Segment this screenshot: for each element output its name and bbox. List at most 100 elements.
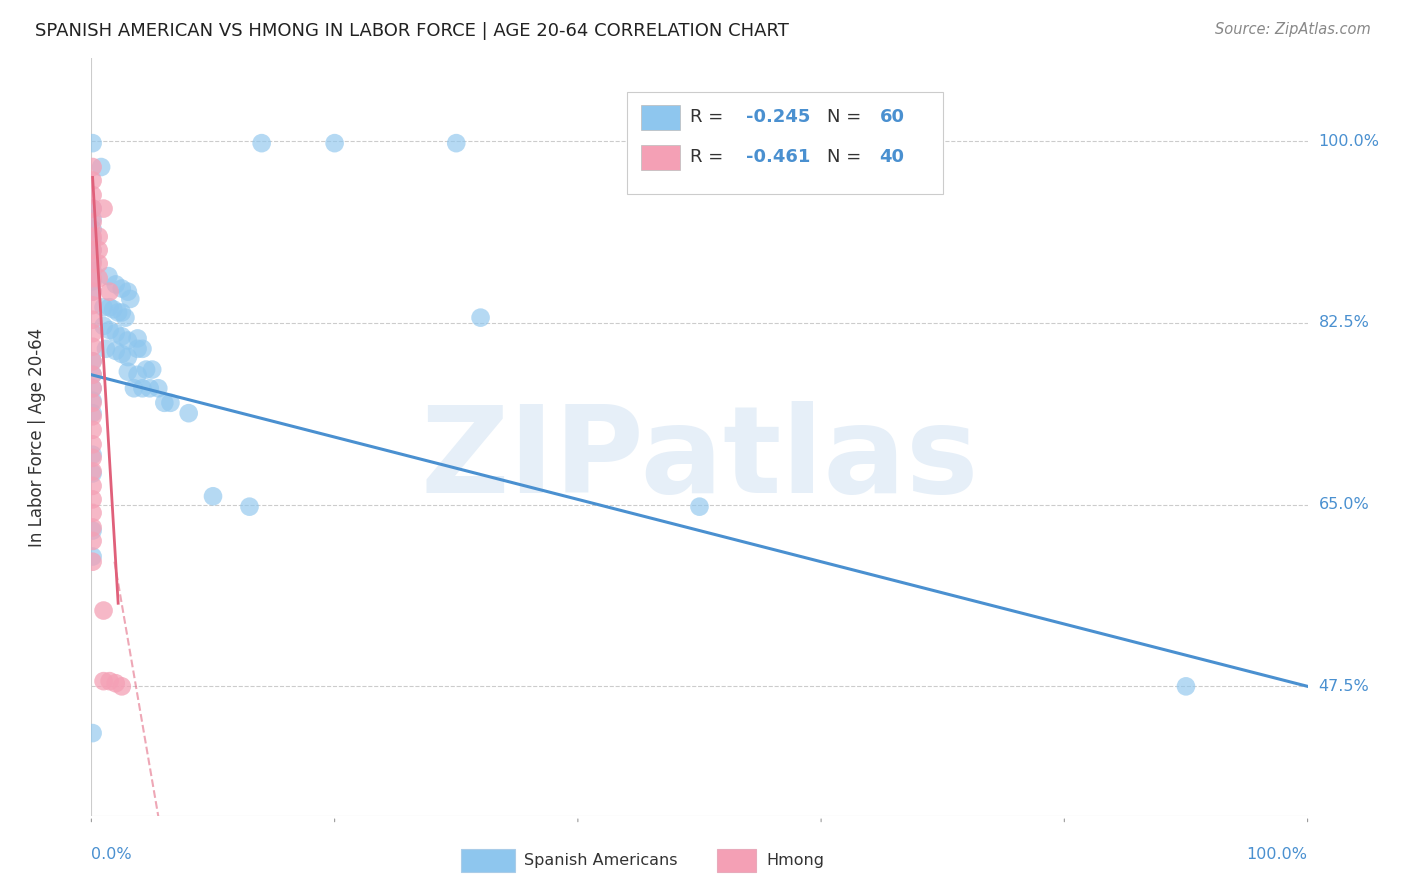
Point — [111, 305, 134, 319]
Point — [82, 173, 104, 187]
Text: In Labor Force | Age 20-64: In Labor Force | Age 20-64 — [28, 327, 45, 547]
Point — [98, 285, 121, 299]
Point — [104, 343, 127, 358]
Point — [111, 329, 134, 343]
Text: 100.0%: 100.0% — [1247, 847, 1308, 862]
Point — [82, 202, 104, 216]
Point — [107, 305, 129, 319]
Point — [82, 393, 104, 408]
Point — [82, 368, 104, 382]
Text: 65.0%: 65.0% — [1319, 497, 1369, 512]
Point — [104, 277, 127, 292]
Text: 100.0%: 100.0% — [1319, 134, 1379, 149]
Point — [159, 396, 181, 410]
Point — [82, 549, 104, 564]
Point — [127, 331, 149, 345]
Point — [82, 354, 104, 368]
Point — [139, 381, 162, 395]
Point — [141, 362, 163, 376]
Point — [470, 310, 492, 325]
Text: 60: 60 — [880, 108, 904, 126]
Point — [82, 253, 104, 268]
Text: 40: 40 — [880, 148, 904, 166]
Point — [98, 323, 121, 337]
Point — [93, 202, 115, 216]
Point — [117, 365, 139, 379]
Point — [202, 489, 225, 503]
Point — [111, 281, 134, 295]
Point — [1175, 679, 1198, 693]
Point — [117, 334, 139, 348]
Point — [82, 229, 104, 244]
Point — [82, 520, 104, 534]
Point — [238, 500, 260, 514]
Point — [148, 381, 170, 395]
Point — [90, 160, 112, 174]
Point — [82, 506, 104, 520]
Point — [82, 450, 104, 465]
Point — [82, 533, 104, 548]
Point — [98, 674, 121, 689]
Point — [94, 342, 117, 356]
Point — [82, 396, 104, 410]
Point — [82, 368, 104, 382]
Point — [111, 679, 134, 693]
Point — [177, 406, 200, 420]
Point — [82, 726, 104, 740]
Point — [688, 500, 710, 514]
Point — [82, 492, 104, 507]
Text: 47.5%: 47.5% — [1319, 679, 1369, 694]
Text: 0.0%: 0.0% — [91, 847, 132, 862]
Point — [122, 381, 145, 395]
Point — [82, 437, 104, 451]
Point — [131, 381, 153, 395]
Text: SPANISH AMERICAN VS HMONG IN LABOR FORCE | AGE 20-64 CORRELATION CHART: SPANISH AMERICAN VS HMONG IN LABOR FORCE… — [35, 22, 789, 40]
Point — [93, 318, 115, 333]
Point — [82, 381, 104, 395]
Point — [153, 396, 176, 410]
Text: Spanish Americans: Spanish Americans — [524, 854, 678, 868]
Point — [103, 302, 125, 317]
Text: ZIPatlas: ZIPatlas — [420, 401, 979, 518]
Point — [82, 409, 104, 424]
FancyBboxPatch shape — [641, 145, 681, 170]
Point — [87, 271, 110, 285]
Point — [82, 423, 104, 437]
Point — [82, 243, 104, 257]
FancyBboxPatch shape — [641, 105, 681, 130]
Point — [82, 264, 104, 278]
Point — [82, 233, 104, 247]
Point — [131, 342, 153, 356]
Point — [82, 326, 104, 341]
Point — [82, 340, 104, 354]
Text: R =: R = — [690, 148, 728, 166]
Point — [93, 674, 115, 689]
Point — [104, 326, 127, 341]
Point — [444, 136, 467, 150]
Text: -0.461: -0.461 — [745, 148, 810, 166]
Point — [87, 243, 110, 257]
Point — [82, 555, 104, 569]
Point — [82, 136, 104, 150]
Point — [82, 243, 104, 257]
Point — [117, 350, 139, 364]
Text: Hmong: Hmong — [766, 854, 824, 868]
Point — [120, 292, 142, 306]
Point — [82, 464, 104, 478]
Point — [114, 310, 136, 325]
Point — [82, 285, 104, 299]
Point — [93, 603, 115, 617]
Point — [82, 188, 104, 202]
Point — [82, 312, 104, 326]
Text: 82.5%: 82.5% — [1319, 316, 1369, 330]
Text: N =: N = — [827, 148, 868, 166]
Point — [111, 347, 134, 361]
Text: -0.245: -0.245 — [745, 108, 810, 126]
Point — [82, 160, 104, 174]
Point — [82, 271, 104, 285]
Point — [82, 298, 104, 312]
Point — [104, 676, 127, 690]
Point — [82, 274, 104, 288]
Point — [82, 479, 104, 493]
Point — [82, 285, 104, 299]
